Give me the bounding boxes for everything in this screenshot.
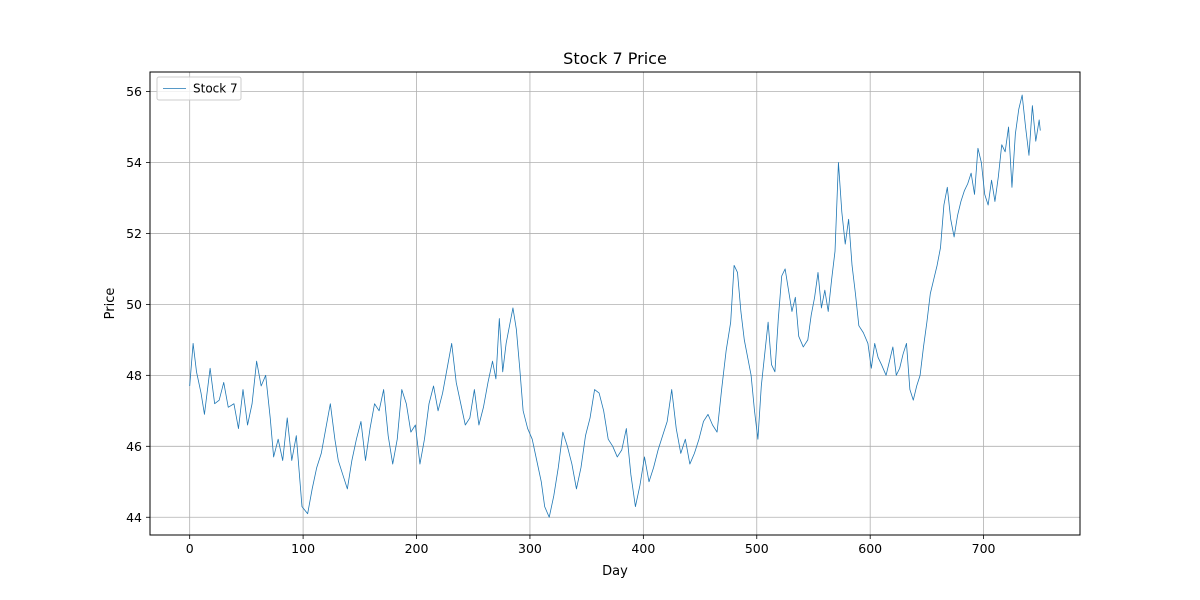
x-tick-label-700: 700 <box>972 541 996 556</box>
y-tick-label-52: 52 <box>126 226 142 241</box>
chart-title: Stock 7 Price <box>563 49 667 68</box>
y-tick-label-50: 50 <box>126 297 142 312</box>
x-tick-label-400: 400 <box>631 541 655 556</box>
x-axis-label: Day <box>602 564 628 579</box>
y-tick-label-54: 54 <box>126 155 142 170</box>
x-tick-label-0: 0 <box>186 541 194 556</box>
y-axis-label: Price <box>103 288 118 320</box>
x-tick-label-600: 600 <box>858 541 882 556</box>
y-tick-label-48: 48 <box>126 368 142 383</box>
y-tick-label-46: 46 <box>126 439 142 454</box>
y-tick-label-44: 44 <box>126 510 142 525</box>
legend-label-stock-7: Stock 7 <box>193 82 238 96</box>
x-tick-label-200: 200 <box>405 541 429 556</box>
legend: Stock 7 <box>157 77 241 100</box>
x-tick-label-100: 100 <box>291 541 315 556</box>
x-tick-label-500: 500 <box>745 541 769 556</box>
y-tick-label-56: 56 <box>126 84 142 99</box>
x-tick-label-300: 300 <box>518 541 542 556</box>
